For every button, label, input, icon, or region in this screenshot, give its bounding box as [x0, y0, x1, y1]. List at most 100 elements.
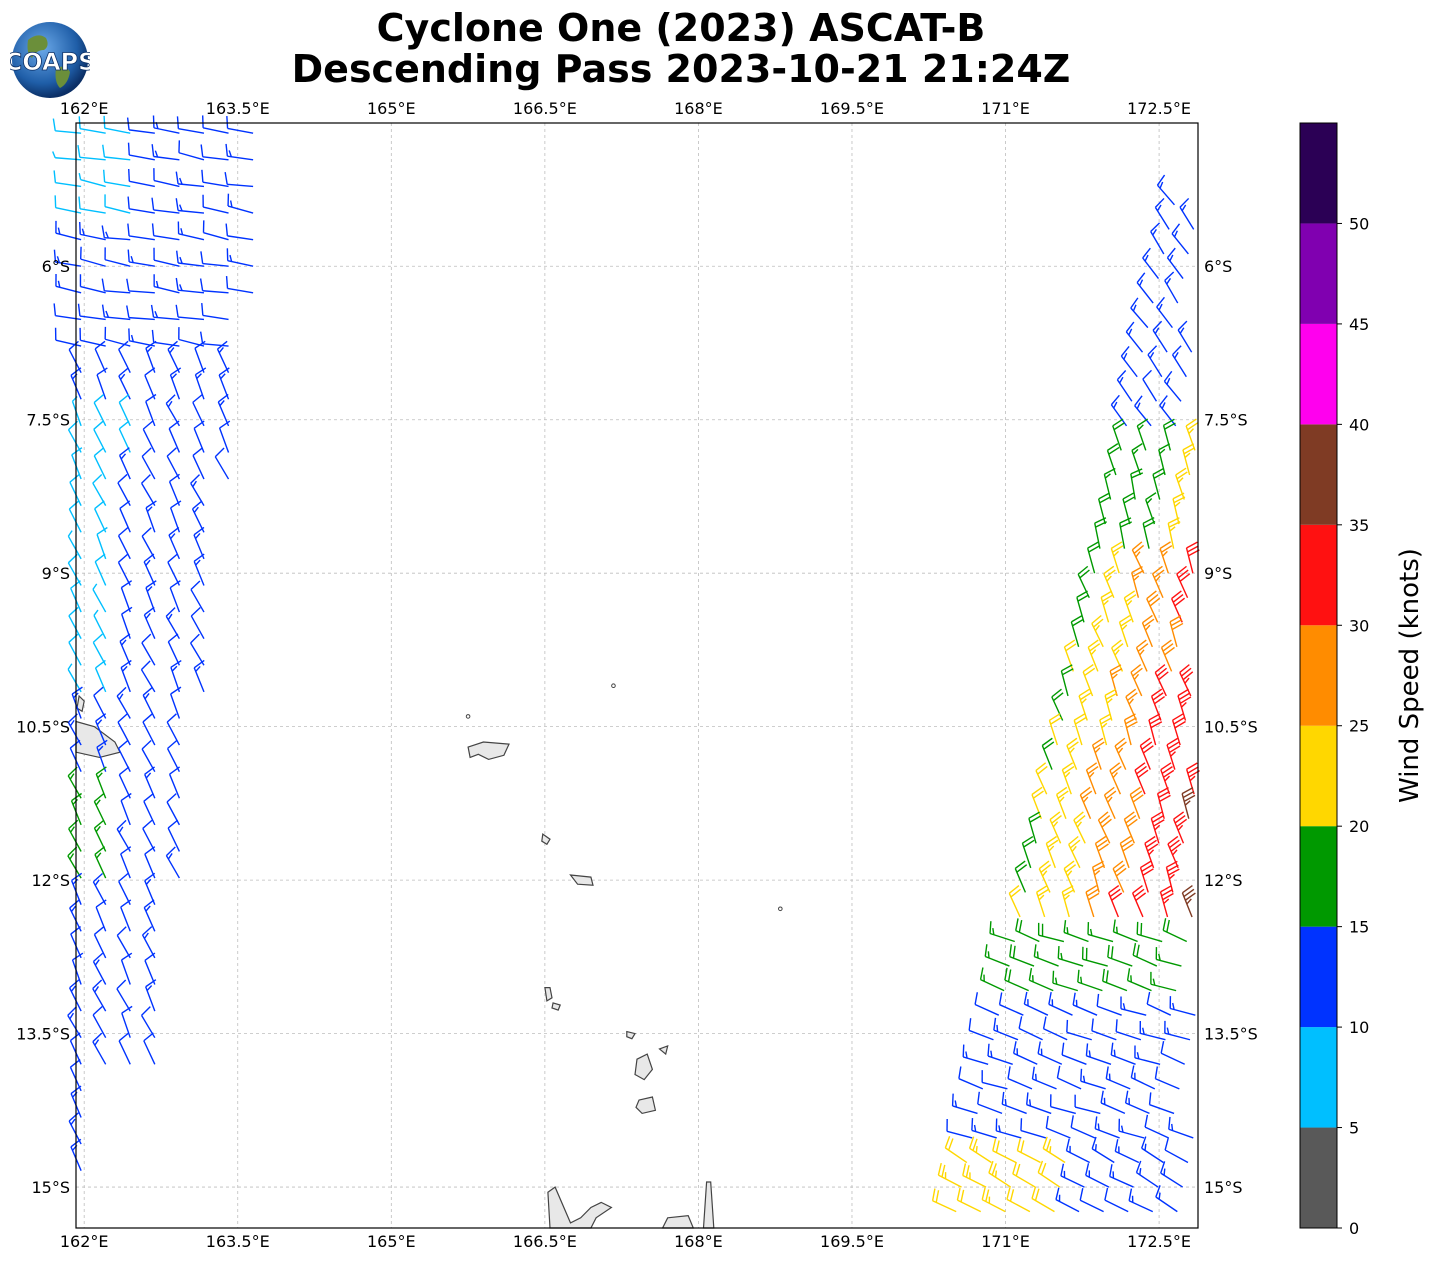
wind-barb — [1154, 664, 1169, 697]
land-masses — [75, 683, 783, 1229]
wind-barb — [1085, 885, 1100, 918]
wind-barb — [1177, 688, 1192, 721]
wind-barb — [175, 277, 205, 294]
wind-barb — [127, 196, 155, 214]
wind-barb — [1077, 969, 1103, 992]
y-tick-label: 13.5°S — [16, 1025, 70, 1044]
wind-barb — [1045, 835, 1059, 869]
wind-barb — [1152, 467, 1166, 500]
wind-barb — [143, 899, 156, 932]
wind-barb — [1132, 942, 1158, 967]
wind-barb — [141, 447, 156, 480]
wind-barb — [121, 1005, 133, 1038]
wind-barb — [1150, 688, 1166, 721]
wind-barb — [1135, 1160, 1159, 1188]
wind-barb — [1048, 992, 1073, 1016]
wind-barb — [1110, 1042, 1136, 1065]
wind-barb — [177, 221, 205, 241]
wind-barb — [1038, 860, 1052, 893]
y-ticks-right: 6°S 7.5°S 9°S 10.5°S 12°S 13.5°S 15°S — [1204, 257, 1258, 1197]
wind-barb — [1031, 1066, 1057, 1090]
wind-barb — [984, 944, 1010, 967]
wind-barb — [1099, 713, 1113, 746]
wind-barb — [1063, 860, 1077, 893]
x-tick-label: 165°E — [367, 99, 416, 118]
wind-barb — [1097, 811, 1112, 844]
wind-barb — [1151, 565, 1165, 599]
wind-barb — [1015, 918, 1040, 943]
colorbar: 0 5 10 15 20 25 30 35 40 45 50 Wind Speed (knots) — [1299, 122, 1425, 1238]
wind-barb — [193, 553, 205, 586]
wind-barb — [1123, 811, 1138, 844]
x-tick-label: 165°E — [367, 1232, 416, 1251]
wind-barb — [1070, 615, 1084, 648]
wind-barb — [116, 926, 131, 959]
wind-barb — [168, 526, 181, 560]
wind-barb — [202, 194, 229, 214]
wind-barb — [175, 171, 205, 188]
wind-barb — [68, 979, 82, 1012]
wind-barb — [118, 766, 131, 799]
wind-barb — [944, 1136, 968, 1164]
y-tick-label: 9°S — [1204, 564, 1232, 583]
wind-barb — [1020, 1118, 1047, 1139]
wind-barb — [1141, 614, 1155, 648]
wind-barb — [170, 659, 182, 693]
wind-barb — [126, 278, 155, 294]
wind-barb — [1159, 885, 1174, 918]
wind-barb — [1042, 1016, 1068, 1041]
wind-barb — [1171, 345, 1187, 378]
wind-barb — [169, 367, 182, 400]
y-tick-label: 6°S — [42, 257, 70, 276]
wind-barb — [192, 447, 205, 480]
wind-barb — [1120, 996, 1147, 1016]
wind-barb — [94, 340, 107, 373]
x-tick-label: 171°E — [981, 1232, 1030, 1251]
wind-barb — [1120, 345, 1138, 378]
wind-barb — [1094, 517, 1107, 549]
wind-barb — [118, 872, 131, 905]
wind-barb — [1063, 639, 1077, 672]
wind-barb — [101, 225, 131, 241]
wind-barb — [1124, 1090, 1150, 1115]
wind-barb — [167, 819, 181, 852]
wind-barb — [1068, 835, 1081, 869]
logo-text: COAPS — [10, 48, 90, 76]
wind-barb — [54, 327, 82, 347]
wind-barb — [52, 151, 82, 161]
wind-barb — [1159, 395, 1177, 427]
wind-barb — [1007, 1066, 1033, 1090]
wind-barb — [1109, 1164, 1134, 1188]
wind-barb — [141, 740, 156, 773]
wind-barb — [1118, 614, 1132, 648]
wind-barb — [1061, 1042, 1087, 1065]
colorbar-tick-label: 35 — [1349, 516, 1369, 535]
wind-barb — [175, 250, 205, 267]
island-outline — [541, 833, 551, 846]
wind-barb — [126, 117, 155, 134]
wind-barb — [1176, 565, 1191, 599]
wind-barb — [120, 580, 133, 613]
wind-barb — [1162, 918, 1188, 943]
wind-barb — [1130, 664, 1143, 697]
wind-barb — [1144, 1114, 1170, 1139]
wind-barb — [1147, 345, 1163, 378]
wind-barb — [1165, 860, 1180, 893]
wind-barb — [1159, 541, 1173, 574]
wind-barb — [68, 819, 82, 852]
island-outline — [661, 1215, 695, 1229]
wind-barb — [1112, 919, 1138, 943]
wind-barb — [1182, 443, 1196, 476]
wind-barb — [1112, 860, 1127, 893]
wind-barb — [67, 846, 82, 879]
colorbar-segment — [1300, 625, 1337, 726]
wind-barb — [120, 899, 132, 932]
wind-barb — [200, 144, 229, 161]
wind-barb — [96, 526, 108, 560]
wind-barb — [1055, 786, 1069, 819]
x-tick-label: 169.5°E — [820, 1232, 884, 1251]
wind-barb — [143, 606, 156, 639]
wind-barb — [1080, 1068, 1106, 1090]
wind-barb — [1100, 1090, 1126, 1115]
wind-barb — [1158, 443, 1171, 476]
